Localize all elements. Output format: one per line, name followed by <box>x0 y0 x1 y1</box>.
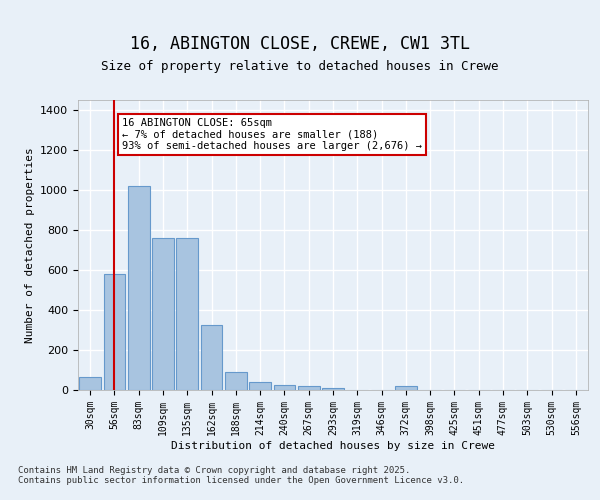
Bar <box>128 186 149 390</box>
Text: 16, ABINGTON CLOSE, CREWE, CW1 3TL: 16, ABINGTON CLOSE, CREWE, CW1 3TL <box>130 35 470 53</box>
Bar <box>152 238 174 390</box>
Y-axis label: Number of detached properties: Number of detached properties <box>25 147 35 343</box>
Bar <box>274 385 295 390</box>
Bar <box>225 372 247 390</box>
Text: Size of property relative to detached houses in Crewe: Size of property relative to detached ho… <box>101 60 499 73</box>
Bar <box>104 274 125 390</box>
Bar <box>298 386 320 390</box>
Text: 16 ABINGTON CLOSE: 65sqm
← 7% of detached houses are smaller (188)
93% of semi-d: 16 ABINGTON CLOSE: 65sqm ← 7% of detache… <box>122 118 422 151</box>
Bar <box>322 388 344 390</box>
Text: Contains HM Land Registry data © Crown copyright and database right 2025.
Contai: Contains HM Land Registry data © Crown c… <box>18 466 464 485</box>
X-axis label: Distribution of detached houses by size in Crewe: Distribution of detached houses by size … <box>171 440 495 450</box>
Bar <box>79 377 101 390</box>
Bar <box>249 382 271 390</box>
Bar <box>395 386 417 390</box>
Bar <box>176 238 198 390</box>
Bar <box>200 325 223 390</box>
